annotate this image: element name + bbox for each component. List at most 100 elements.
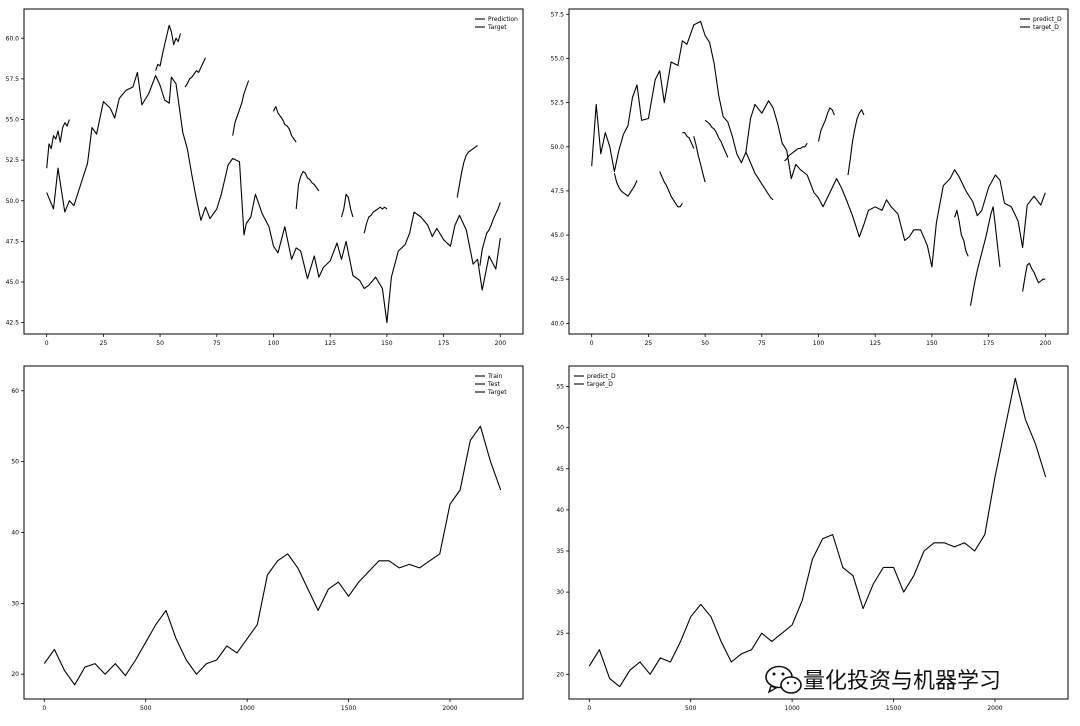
chart1-x-tick-label: 200 <box>495 340 507 347</box>
chart1-legend-label: Prediction <box>488 16 518 23</box>
chart3-x-tick-label: 1500 <box>341 705 356 712</box>
chart-top-right: 0 25 50 75 100 125 150 175 200 40.0 42.5 45.0 47.5 50… <box>551 8 1069 347</box>
chart1-x-tick-label: 100 <box>268 340 280 347</box>
chart3-x-tick-label: 1000 <box>239 705 254 712</box>
chart1-y-tick-label: 45.0 <box>6 279 20 286</box>
chart1-series-group <box>46 24 501 324</box>
chart2-y-tick-label: 40.0 <box>551 320 565 327</box>
wechat-icon <box>765 665 802 694</box>
chart3-legend-label: Train <box>487 373 503 380</box>
chart2-series-predict-d-segment <box>682 132 695 149</box>
chart2-y-tick-label: 45.0 <box>551 232 565 239</box>
chart1-series-prediction-segment <box>479 202 501 266</box>
chart2-x-tick-label: 150 <box>926 340 938 347</box>
chart2-series-predict-d-segment <box>745 151 774 201</box>
chart3-frame <box>23 365 524 700</box>
chart-bottom-right: 0 500 1000 1500 2000 20 25 30 35 40 45 50 55 predict_… <box>556 365 1069 712</box>
chart-bottom-left: 0 500 1000 1500 2000 20 30 40 50 60 TrainTestTarge… <box>11 365 524 712</box>
chart4-y-tick-label: 20 <box>556 671 564 678</box>
chart4-x-tick-label: 1500 <box>886 705 901 712</box>
chart1-series-prediction-segment <box>184 57 206 88</box>
chart1-series-prediction-segment <box>232 80 250 136</box>
chart2-series-target-d-line <box>591 20 1046 268</box>
chart4-y-tick-label: 40 <box>556 507 564 514</box>
watermark: 量化投资与机器学习 <box>765 665 1001 694</box>
chart1-legend-label: Target <box>487 24 507 31</box>
chart2-frame <box>568 8 1069 335</box>
chart1-series-prediction-segment <box>273 105 297 143</box>
chart3-y-tick-label: 50 <box>11 459 19 466</box>
chart3-y-tick-label: 40 <box>11 530 19 537</box>
chart1-x-tick-label: 125 <box>324 340 336 347</box>
chart2-y-tick-label: 55.0 <box>551 55 565 62</box>
chart3-y-tick-label: 60 <box>11 388 19 395</box>
chart-top-left: 0 25 50 75 100 125 150 175 200 42.5 45.0 47.5 50.0 52… <box>6 8 524 347</box>
chart2-x-tick-label: 0 <box>590 340 594 347</box>
chart2-x-tick-label: 175 <box>983 340 995 347</box>
chart1-series-prediction-segment <box>340 193 354 218</box>
chart1-x-tick-label: 150 <box>381 340 393 347</box>
chart4-series-group <box>588 377 1047 688</box>
chart1-frame <box>23 8 524 335</box>
chart1-x-tick-label: 0 <box>45 340 49 347</box>
chart1-y-tick-label: 50.0 <box>6 198 20 205</box>
chart2-y-tick-label: 57.5 <box>551 11 565 18</box>
chart1-y-tick-label: 47.5 <box>6 238 20 245</box>
chart1-y-tick-label: 55.0 <box>6 117 20 124</box>
chart3-series-train-line <box>43 425 502 686</box>
chart3-legend-label: Target <box>487 389 507 396</box>
chart2-series-predict-d-segment <box>613 173 638 197</box>
chart4-x-tick-label: 2000 <box>987 705 1002 712</box>
chart2-x-tick-label: 75 <box>758 340 766 347</box>
chart4-series-predict-d-line <box>588 377 1047 688</box>
chart2-series-predict-d-segment <box>704 119 729 158</box>
chart4-y-tick-label: 50 <box>556 425 564 432</box>
chart2-x-tick-label: 200 <box>1040 340 1052 347</box>
chart3-y-tick-label: 30 <box>11 600 19 607</box>
chart1-series-prediction-segment <box>155 24 182 71</box>
chart4-legend-label: predict_D <box>587 373 616 380</box>
chart4-x-tick-label: 0 <box>587 705 591 712</box>
chart4-legend-label: target_D <box>587 381 613 388</box>
chart3-series-group <box>43 425 502 686</box>
chart3-x-tick-label: 500 <box>140 705 152 712</box>
chart2-series-predict-d-segment <box>693 136 706 183</box>
chart4-y-tick-label: 45 <box>556 466 564 473</box>
chart2-legend-label: predict_D <box>1033 16 1062 23</box>
chart3-legend-label: Test <box>487 381 500 388</box>
chart2-series-predict-d-segment <box>1022 262 1046 292</box>
chart1-series-target-line <box>46 71 501 324</box>
chart3-x-tick-label: 0 <box>42 705 46 712</box>
chart2-series-group <box>591 20 1046 306</box>
chart2-y-tick-label: 42.5 <box>551 276 565 283</box>
chart1-x-tick-label: 50 <box>156 340 164 347</box>
chart1-y-tick-label: 52.5 <box>6 157 20 164</box>
chart1-series-prediction-segment <box>363 206 388 234</box>
chart1-y-tick-label: 60.0 <box>6 35 20 42</box>
chart2-x-tick-label: 25 <box>645 340 653 347</box>
chart4-x-tick-label: 1000 <box>784 705 799 712</box>
chart2-legend-label: target_D <box>1033 24 1059 31</box>
chart1-x-tick-label: 75 <box>213 340 221 347</box>
chart2-y-tick-label: 47.5 <box>551 188 565 195</box>
chart4-y-tick-label: 25 <box>556 630 564 637</box>
chart2-x-tick-label: 125 <box>869 340 881 347</box>
chart1-series-prediction-segment <box>295 170 320 209</box>
chart2-series-predict-d-segment <box>847 109 865 176</box>
chart2-y-tick-label: 50.0 <box>551 144 565 151</box>
chart2-series-predict-d-segment <box>659 171 683 208</box>
watermark-text: 量化投资与机器学习 <box>803 669 1001 694</box>
chart2-series-predict-d-segment <box>817 107 835 142</box>
chart4-y-tick-label: 30 <box>556 589 564 596</box>
chart1-series-prediction-segment <box>46 119 70 169</box>
chart2-y-tick-label: 52.5 <box>551 100 565 107</box>
chart2-x-tick-label: 50 <box>701 340 709 347</box>
chart3-x-tick-label: 2000 <box>442 705 457 712</box>
chart4-x-tick-label: 500 <box>685 705 697 712</box>
chart1-series-prediction-segment <box>456 145 478 198</box>
chart4-y-tick-label: 35 <box>556 548 564 555</box>
